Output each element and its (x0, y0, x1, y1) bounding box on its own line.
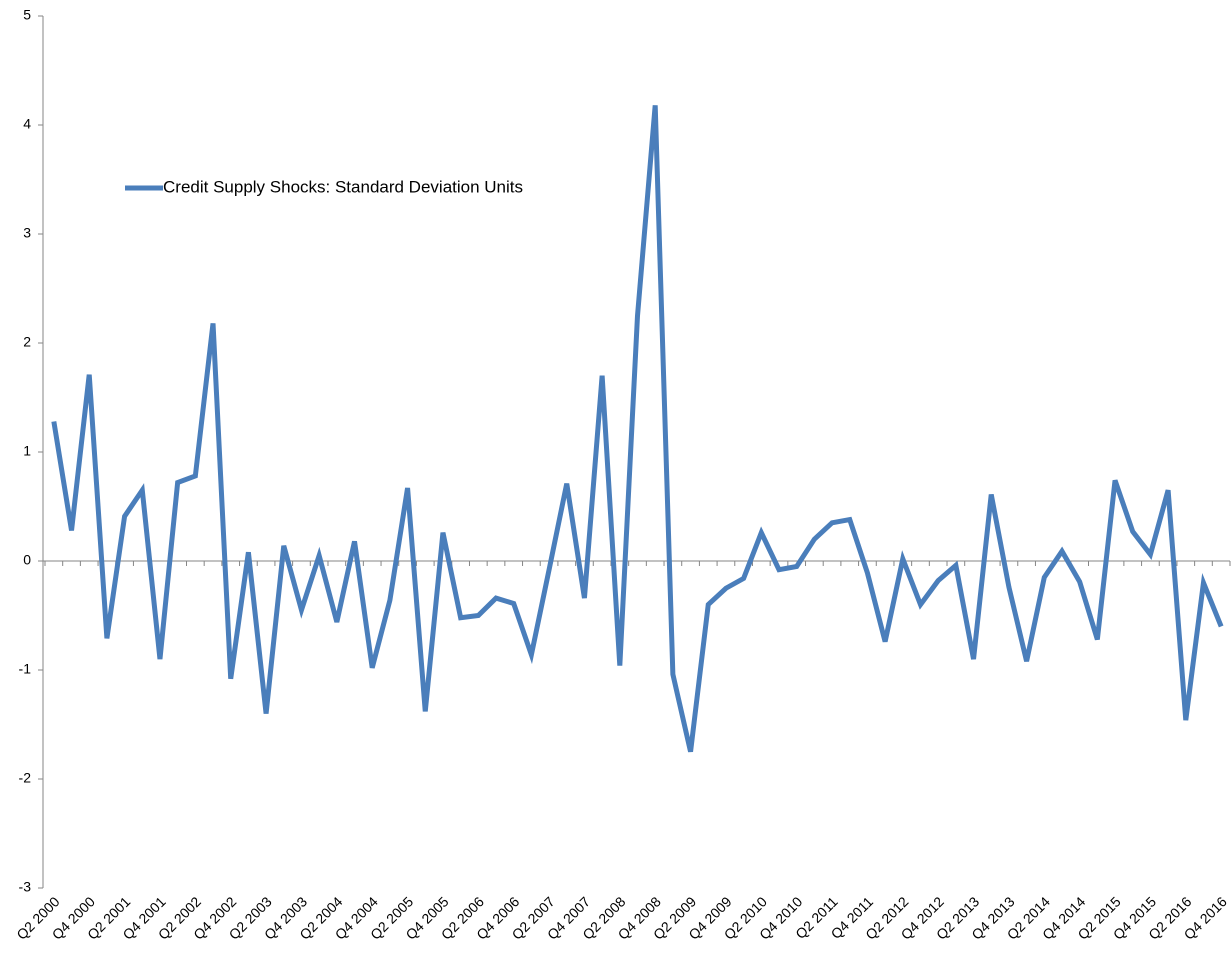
y-tick-label: -1 (19, 661, 32, 677)
y-tick-label: -2 (19, 770, 32, 786)
y-tick-label: 2 (23, 334, 31, 350)
y-tick-label: 5 (23, 7, 31, 23)
y-tick-label: 3 (23, 225, 31, 241)
y-tick-label: -3 (19, 879, 32, 895)
y-tick-label: 4 (23, 116, 31, 132)
y-tick-label: 1 (23, 443, 31, 459)
series-line (51, 105, 1224, 753)
legend-label: Credit Supply Shocks: Standard Deviation… (163, 177, 523, 196)
y-tick-label: 0 (23, 552, 31, 568)
